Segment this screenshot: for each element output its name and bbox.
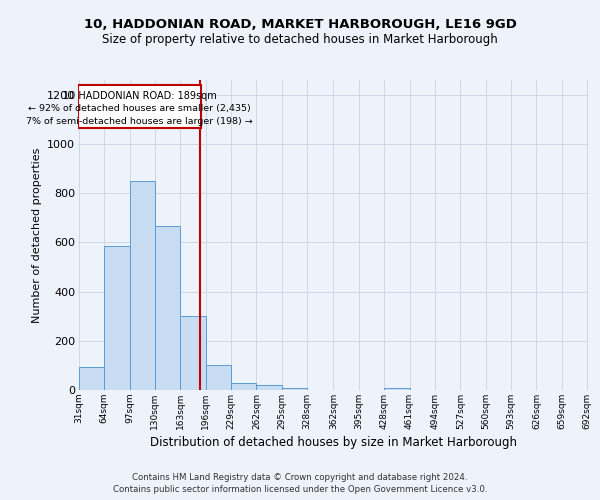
Text: Contains HM Land Registry data © Crown copyright and database right 2024.: Contains HM Land Registry data © Crown c… <box>132 473 468 482</box>
Bar <box>104 246 130 390</box>
Bar <box>79 366 104 390</box>
Bar <box>181 316 206 390</box>
Text: Contains public sector information licensed under the Open Government Licence v3: Contains public sector information licen… <box>113 484 487 494</box>
Text: ← 92% of detached houses are smaller (2,435): ← 92% of detached houses are smaller (2,… <box>28 104 251 113</box>
Bar <box>130 181 155 390</box>
Bar <box>78 85 201 128</box>
Text: Size of property relative to detached houses in Market Harborough: Size of property relative to detached ho… <box>102 32 498 46</box>
Text: 10, HADDONIAN ROAD, MARKET HARBOROUGH, LE16 9GD: 10, HADDONIAN ROAD, MARKET HARBOROUGH, L… <box>83 18 517 30</box>
Bar <box>384 388 410 390</box>
Bar <box>155 226 181 390</box>
Text: Distribution of detached houses by size in Market Harborough: Distribution of detached houses by size … <box>149 436 517 449</box>
Bar <box>256 385 282 390</box>
Text: 10 HADDONIAN ROAD: 189sqm: 10 HADDONIAN ROAD: 189sqm <box>62 90 217 101</box>
Text: 7% of semi-detached houses are larger (198) →: 7% of semi-detached houses are larger (1… <box>26 117 253 126</box>
Bar <box>282 388 307 390</box>
Y-axis label: Number of detached properties: Number of detached properties <box>32 148 41 322</box>
Bar <box>206 366 231 390</box>
Bar <box>231 382 256 390</box>
